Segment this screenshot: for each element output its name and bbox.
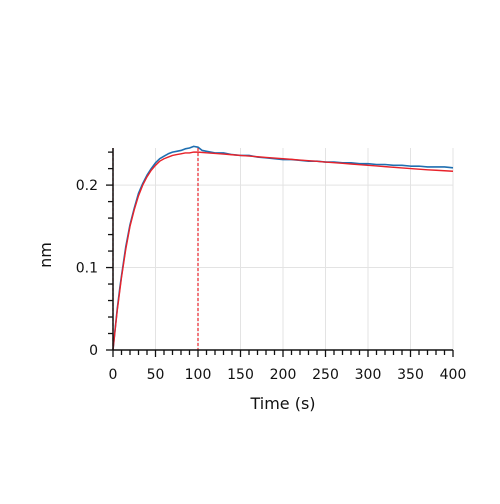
- y-tick-label: 0.2: [76, 178, 98, 194]
- x-tick-label: 300: [355, 367, 382, 383]
- y-axis-title: nm: [36, 242, 55, 268]
- x-tick-label: 400: [440, 367, 467, 383]
- x-tick-label: 200: [270, 367, 297, 383]
- x-tick-label: 350: [397, 367, 424, 383]
- y-tick-label: 0.1: [76, 261, 98, 277]
- x-tick-label: 100: [185, 367, 212, 383]
- series-layer: [112, 145, 454, 351]
- x-axis-title: Time (s): [249, 394, 315, 413]
- grid-layer: [113, 148, 454, 350]
- x-tick-label: 150: [227, 367, 254, 383]
- fit-line: [112, 151, 454, 351]
- x-tick-label: 0: [109, 367, 118, 383]
- x-tick-label: 50: [147, 367, 165, 383]
- y-tick-label: 0: [89, 343, 98, 359]
- x-tick-label: 250: [312, 367, 339, 383]
- axis-layer: 0 50 100 150 200 250 300 350 400 0 0.1 0.2: [76, 148, 467, 383]
